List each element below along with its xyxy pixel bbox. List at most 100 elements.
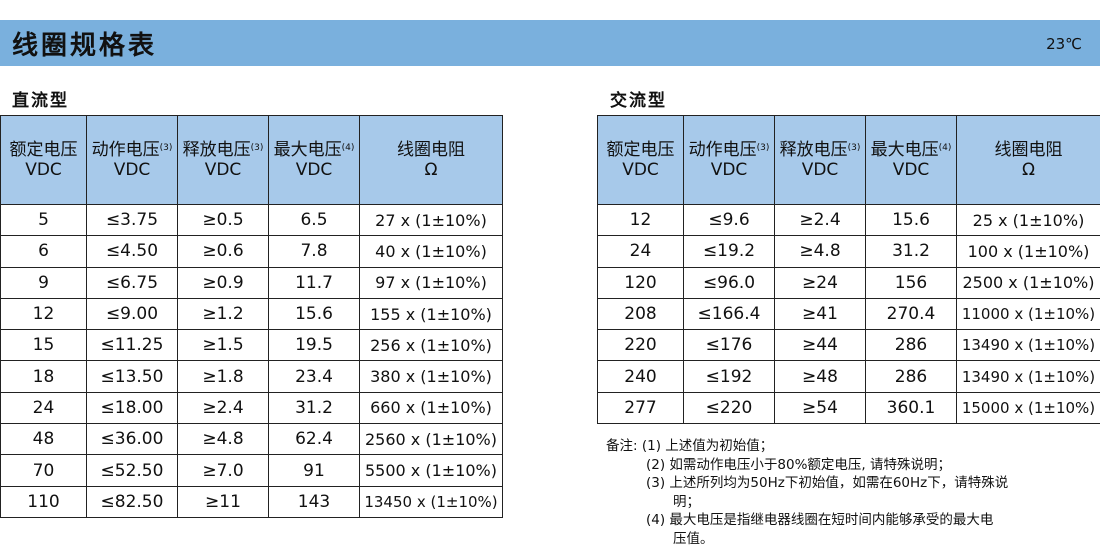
table-row: 12 ≤9.6 ≥2.4 15.6 25 x (1±10%)	[597, 203, 1100, 237]
cell-max-voltage: 156	[865, 266, 957, 299]
cell-release-voltage: ≥24	[774, 266, 866, 299]
cell-release-voltage: ≥0.9	[177, 266, 269, 299]
cell-max-voltage: 143	[268, 485, 360, 518]
cell-operate-voltage: ≤4.50	[86, 235, 178, 268]
cell-coil-resistance: 380 x (1±10%)	[359, 360, 503, 393]
col-operate-voltage: 动作电压(3) VDC	[86, 115, 178, 205]
table-row: 24 ≤18.00 ≥2.4 31.2 660 x (1±10%)	[0, 391, 503, 425]
cell-rated-voltage: 70	[0, 454, 87, 487]
col-rated-voltage: 额定电压 VDC	[0, 115, 87, 205]
table-row: 110 ≤82.50 ≥11 143 13450 x (1±10%)	[0, 485, 503, 518]
cell-max-voltage: 31.2	[268, 391, 360, 425]
cell-release-voltage: ≥44	[774, 329, 866, 362]
col-label: 最大电压	[870, 140, 939, 160]
cell-rated-voltage: 6	[0, 235, 87, 268]
cell-operate-voltage: ≤82.50	[86, 485, 178, 518]
col-release-voltage: 释放电压(3) VDC	[774, 115, 866, 205]
table-row: 9 ≤6.75 ≥0.9 11.7 97 x (1±10%)	[0, 266, 503, 299]
col-label: 最大电压	[273, 140, 342, 160]
cell-release-voltage: ≥4.8	[177, 423, 269, 456]
cell-coil-resistance: 256 x (1±10%)	[359, 329, 503, 362]
col-label: 释放电压	[182, 140, 251, 160]
cell-rated-voltage: 5	[0, 203, 87, 237]
cell-rated-voltage: 240	[597, 360, 684, 393]
cell-release-voltage: ≥0.5	[177, 203, 269, 237]
cell-release-voltage: ≥4.8	[774, 235, 866, 268]
cell-operate-voltage: ≤9.6	[683, 203, 775, 237]
table-row: 277 ≤220 ≥54 360.1 15000 x (1±10%)	[597, 391, 1100, 425]
cell-coil-resistance: 5500 x (1±10%)	[359, 454, 503, 487]
col-label: 额定电压	[9, 140, 78, 160]
cell-rated-voltage: 277	[597, 391, 684, 425]
cell-max-voltage: 6.5	[268, 203, 360, 237]
cell-coil-resistance: 100 x (1±10%)	[956, 235, 1100, 268]
dc-section-label: 直流型	[12, 91, 69, 111]
col-unit: VDC	[710, 160, 748, 180]
cell-max-voltage: 270.4	[865, 297, 957, 331]
cell-coil-resistance: 660 x (1±10%)	[359, 391, 503, 425]
cell-operate-voltage: ≤166.4	[683, 297, 775, 331]
cell-rated-voltage: 48	[0, 423, 87, 456]
cell-max-voltage: 15.6	[268, 297, 360, 331]
notes-prefix: 备注:	[606, 438, 638, 454]
cell-operate-voltage: ≤13.50	[86, 360, 178, 393]
cell-release-voltage: ≥41	[774, 297, 866, 331]
col-unit: Ω	[1022, 160, 1035, 180]
col-label: 动作电压	[688, 140, 757, 160]
cell-max-voltage: 31.2	[865, 235, 957, 268]
cell-coil-resistance: 97 x (1±10%)	[359, 266, 503, 299]
cell-rated-voltage: 24	[597, 235, 684, 268]
table-row: 120 ≤96.0 ≥24 156 2500 x (1±10%)	[597, 266, 1100, 299]
col-max-voltage: 最大电压(4) VDC	[268, 115, 360, 205]
cell-operate-voltage: ≤3.75	[86, 203, 178, 237]
ac-coil-table: 额定电压 VDC 动作电压(3) VDC 释放电压(3) VDC 最大电压(4)…	[597, 115, 1100, 425]
note-3-cont: 明；	[673, 493, 700, 510]
note-2: (2) 如需动作电压小于80%额定电压, 请特殊说明；	[646, 456, 952, 473]
cell-max-voltage: 286	[865, 360, 957, 393]
table-row: 208 ≤166.4 ≥41 270.4 11000 x (1±10%)	[597, 297, 1100, 331]
cell-max-voltage: 62.4	[268, 423, 360, 456]
cell-rated-voltage: 12	[597, 203, 684, 237]
cell-release-voltage: ≥2.4	[177, 391, 269, 425]
cell-operate-voltage: ≤11.25	[86, 329, 178, 362]
col-unit: VDC	[295, 160, 333, 180]
col-unit: VDC	[204, 160, 242, 180]
col-unit: VDC	[801, 160, 839, 180]
note-4-cont: 压值。	[673, 530, 714, 547]
table-header-row: 额定电压 VDC 动作电压(3) VDC 释放电压(3) VDC 最大电压(4)…	[597, 115, 1100, 205]
col-label: 额定电压	[606, 140, 675, 160]
cell-max-voltage: 23.4	[268, 360, 360, 393]
cell-coil-resistance: 155 x (1±10%)	[359, 297, 503, 331]
cell-coil-resistance: 2500 x (1±10%)	[956, 266, 1100, 299]
cell-max-voltage: 7.8	[268, 235, 360, 268]
table-row: 70 ≤52.50 ≥7.0 91 5500 x (1±10%)	[0, 454, 503, 487]
cell-max-voltage: 15.6	[865, 203, 957, 237]
cell-operate-voltage: ≤9.00	[86, 297, 178, 331]
title-bar: 线圈规格表 23℃	[0, 20, 1100, 66]
col-unit: VDC	[892, 160, 930, 180]
ac-section-label: 交流型	[610, 91, 667, 111]
cell-release-voltage: ≥1.2	[177, 297, 269, 331]
cell-operate-voltage: ≤192	[683, 360, 775, 393]
col-label: 释放电压	[779, 140, 848, 160]
cell-release-voltage: ≥54	[774, 391, 866, 425]
cell-max-voltage: 91	[268, 454, 360, 487]
cell-coil-resistance: 2560 x (1±10%)	[359, 423, 503, 456]
cell-release-voltage: ≥1.8	[177, 360, 269, 393]
cell-rated-voltage: 15	[0, 329, 87, 362]
table-row: 240 ≤192 ≥48 286 13490 x (1±10%)	[597, 360, 1100, 393]
cell-coil-resistance: 15000 x (1±10%)	[956, 391, 1100, 425]
notes-block: 备注: (1) 上述值为初始值； (2) 如需动作电压小于80%额定电压, 请特…	[606, 437, 1096, 548]
footnote-ref: (3)	[847, 143, 861, 153]
cell-coil-resistance: 13490 x (1±10%)	[956, 329, 1100, 362]
col-label: 动作电压	[91, 140, 160, 160]
temperature-label: 23℃	[1046, 35, 1082, 53]
table-row: 15 ≤11.25 ≥1.5 19.5 256 x (1±10%)	[0, 329, 503, 362]
cell-coil-resistance: 11000 x (1±10%)	[956, 297, 1100, 331]
dc-coil-table: 额定电压 VDC 动作电压(3) VDC 释放电压(3) VDC 最大电压(4)…	[0, 115, 503, 518]
cell-release-voltage: ≥1.5	[177, 329, 269, 362]
cell-release-voltage: ≥2.4	[774, 203, 866, 237]
cell-max-voltage: 286	[865, 329, 957, 362]
col-unit: VDC	[113, 160, 151, 180]
cell-rated-voltage: 18	[0, 360, 87, 393]
